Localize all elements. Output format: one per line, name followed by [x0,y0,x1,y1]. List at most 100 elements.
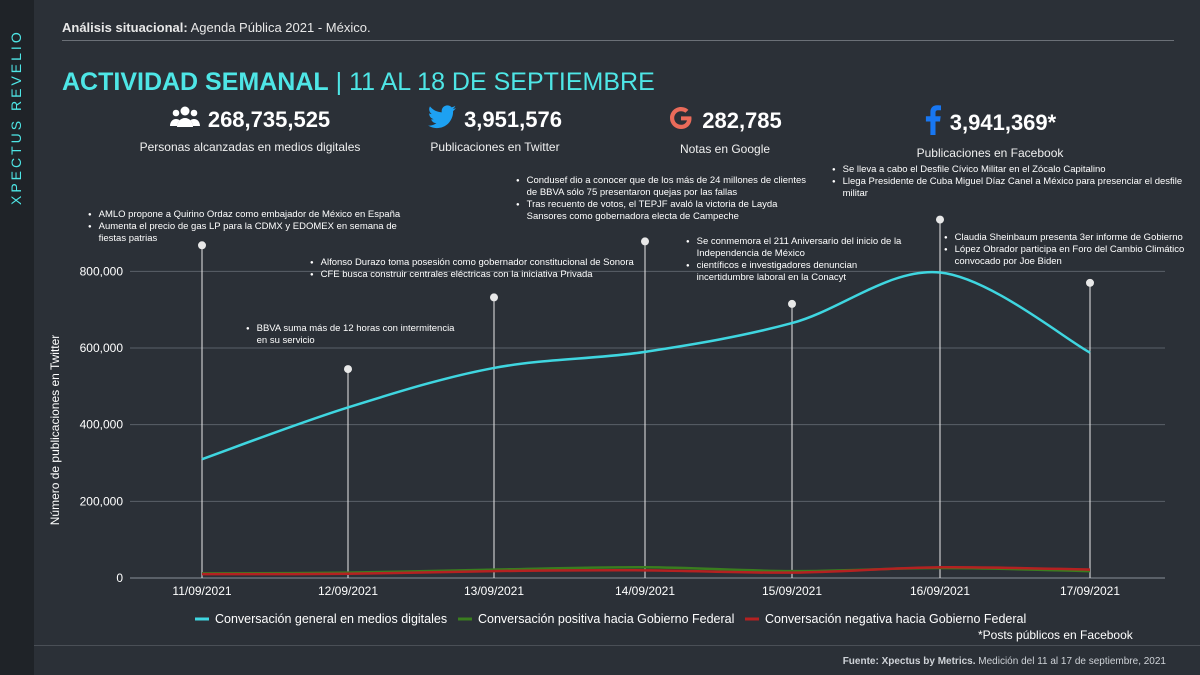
x-tick-label: 13/09/2021 [464,584,524,598]
footer-divider [34,645,1200,646]
bullet-icon: ● [832,179,836,185]
kpi-facebook-label: Publicaciones en Facebook [916,146,1064,160]
annotation-note: ● AMLO propone a Quirino Ordaz como embaj… [88,209,418,245]
annotation-note-item: ● López Obrador participa en Foro del Cam… [944,244,1189,268]
kpi-twitter-value: 3,951,576 [464,106,562,132]
title-main: ACTIVIDAD SEMANAL [62,68,329,96]
y-tick-label: 200,000 [80,494,124,508]
series-general-line [201,270,1091,461]
y-axis-label: Número de publicaciones en Twitter [48,335,62,526]
y-tick-label: 400,000 [80,418,124,432]
kpi-people-value: 268,735,525 [207,106,331,132]
bullet-icon: ● [686,239,690,245]
x-tick-label: 15/09/2021 [762,584,822,598]
bullet-icon: ● [516,178,520,184]
annotation-note-item: ● Aumenta el precio de gas LP para la CDM… [88,221,418,245]
annotation-note-text: Alfonso Durazo toma posesión como gobern… [320,257,634,268]
header-label: Análisis situacional: [62,20,188,35]
title-sub: 11 AL 18 DE SEPTIEMBRE [349,68,655,96]
annotation-note-text: Tras recuento de votos, el TEPJF avaló l… [526,199,778,222]
people-icon [169,105,200,134]
annotation-note: ● BBVA suma más de 12 horas con intermite… [246,323,456,347]
annotation-note: ● Se lleva a cabo el Desfile Cívico Milit… [832,164,1197,200]
annotation-note-text: Se conmemora el 211 Aniversario del inic… [696,236,902,259]
facebook-icon [924,105,942,140]
annotation-note-item: ● Llega Presidente de Cuba Miguel Díaz Ca… [832,176,1197,200]
kpi-twitter-label: Publicaciones en Twitter [430,140,560,154]
annotation-note-text: CFE busca construir centrales eléctricas… [320,269,593,280]
annotation-marker [641,237,649,246]
kpi-google: 282,785 Notas en Google [625,105,825,156]
annotation-note-item: ● CFE busca construir centrales eléctrica… [310,269,670,281]
sidebar [0,0,34,675]
series-negative-line [201,565,1091,576]
bullet-icon: ● [310,260,314,266]
annotation-note-text: Condusef dio a conocer que de los más de… [526,175,806,198]
legend-label: Conversación general en medios digitales [215,612,447,626]
kpi-people: 268,735,525 Personas alcanzadas en medio… [130,105,370,154]
annotation-note-item: ● Condusef dio a conocer que de los más d… [516,175,806,199]
header-divider [62,40,1174,41]
bullet-icon: ● [944,235,948,241]
title-separator: | [328,68,350,96]
bullet-icon: ● [516,202,520,208]
annotation-marker [344,365,352,374]
source-label: Fuente: Xpectus by Metrics. [842,656,976,667]
bullet-icon: ● [88,224,92,230]
annotation-marker [936,215,944,224]
kpi-google-value: 282,785 [702,107,782,133]
bullet-icon: ● [310,272,314,278]
annotation-note-text: López Obrador participa en Foro del Camb… [954,244,1185,267]
annotation-note-text: BBVA suma más de 12 horas con intermiten… [256,323,455,346]
annotation-note-item: ● AMLO propone a Quirino Ordaz como embaj… [88,209,418,221]
annotation-note-text: Claudia Sheinbaum presenta 3er informe d… [954,232,1183,243]
y-tick-label: 0 [116,571,123,585]
annotation-note-item: ● Se conmemora el 211 Aniversario del ini… [686,236,906,260]
annotation-note-item: ● Alfonso Durazo toma posesión como gober… [310,257,670,269]
x-tick-label: 17/09/2021 [1060,584,1120,598]
source-line: Fuente: Xpectus by Metrics. Medición del… [843,656,1166,667]
annotation-note-item: ● científicos e investigadores denuncian … [686,260,906,284]
annotation-note: ● Alfonso Durazo toma posesión como gober… [310,257,670,281]
google-icon [668,105,694,136]
annotation-note-item: ● Tras recuento de votos, el TEPJF avaló … [516,199,806,223]
bullet-icon: ● [832,167,836,173]
x-tick-label: 12/09/2021 [318,584,378,598]
bullet-icon: ● [88,212,92,218]
annotation-note: ● Se conmemora el 211 Aniversario del ini… [686,236,906,284]
x-tick-label: 11/09/2021 [172,584,231,598]
kpi-people-label: Personas alcanzadas en medios digitales [139,140,361,154]
y-tick-label: 800,000 [80,264,124,278]
annotation-note-text: Se lleva a cabo el Desfile Cívico Milita… [842,164,1106,175]
annotation-marker [490,293,498,302]
annotation-note-text: AMLO propone a Quirino Ordaz como embaja… [98,209,401,220]
x-tick-label: 16/09/2021 [910,584,970,598]
twitter-icon [428,105,457,134]
annotation-note-item: ● BBVA suma más de 12 horas con intermite… [246,323,456,347]
annotation-marker [788,299,796,308]
annotation-marker [198,241,206,250]
page-title: ACTIVIDAD SEMANAL | 11 AL 18 DE SEPTIEMB… [62,68,655,97]
bullet-icon: ● [686,263,690,269]
kpi-facebook: 3,941,369* Publicaciones en Facebook [880,105,1100,160]
annotation-note-item: ● Se lleva a cabo el Desfile Cívico Milit… [832,164,1197,176]
bullet-icon: ● [944,247,948,253]
annotation-note: ● Claudia Sheinbaum presenta 3er informe … [944,232,1189,268]
kpi-facebook-value: 3,941,369* [949,109,1057,135]
footnote: *Posts públicos en Facebook [978,628,1133,642]
legend-label: Conversación positiva hacia Gobierno Fed… [478,612,734,626]
annotation-note-text: científicos e investigadores denuncian i… [696,260,858,283]
annotation-note-item: ● Claudia Sheinbaum presenta 3er informe … [944,232,1189,244]
kpi-google-label: Notas en Google [679,142,771,156]
annotation-marker [1086,278,1094,287]
header-text: Agenda Pública 2021 - México. [190,20,371,35]
legend-label: Conversación negativa hacia Gobierno Fed… [765,612,1026,626]
annotation-note-text: Llega Presidente de Cuba Miguel Díaz Can… [842,176,1183,199]
kpi-twitter: 3,951,576 Publicaciones en Twitter [395,105,595,154]
annotation-note-text: Aumenta el precio de gas LP para la CDMX… [98,221,397,244]
y-tick-label: 600,000 [80,341,124,355]
header-line: Análisis situacional: Agenda Pública 202… [62,20,371,35]
source-text: Medición del 11 al 17 de septiembre, 202… [975,656,1166,667]
bullet-icon: ● [246,326,250,332]
